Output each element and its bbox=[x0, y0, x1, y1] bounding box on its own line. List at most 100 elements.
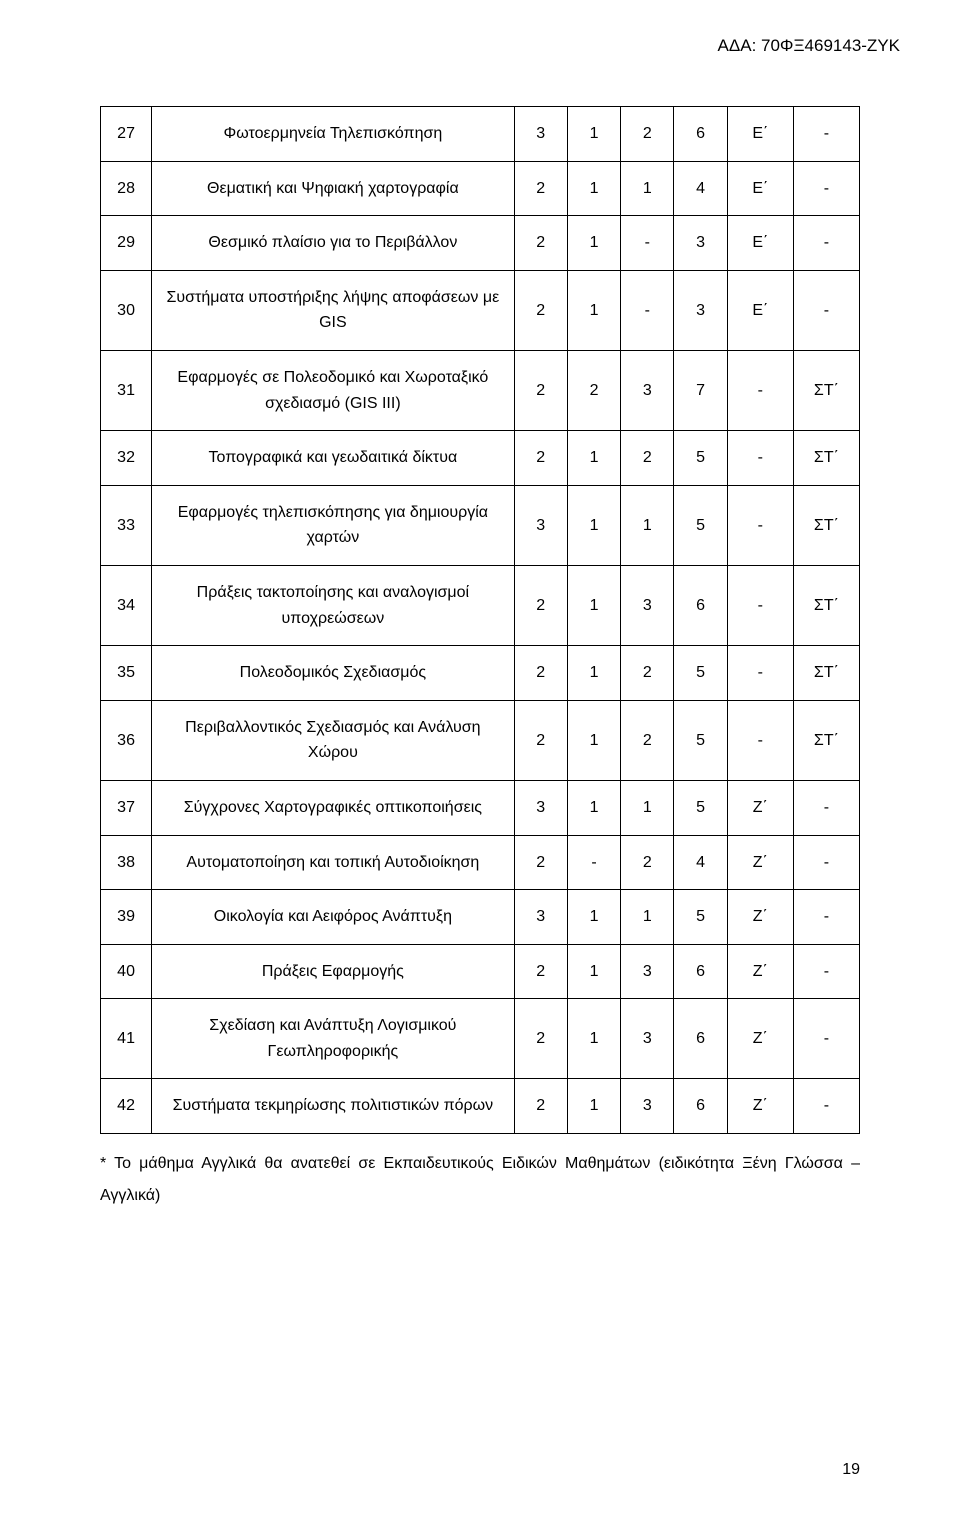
row-c6: ΣΤ΄ bbox=[793, 700, 859, 780]
row-c6: ΣΤ΄ bbox=[793, 431, 859, 486]
row-c1: 2 bbox=[514, 270, 567, 350]
row-index: 39 bbox=[101, 890, 152, 945]
row-c1: 2 bbox=[514, 431, 567, 486]
row-desc: Εφαρμογές σε Πολεοδομικό και Χωροταξικό … bbox=[152, 350, 514, 430]
table-row: 35 Πολεοδομικός Σχεδιασμός 2 1 2 5 - ΣΤ΄ bbox=[101, 646, 860, 701]
row-c3: 2 bbox=[621, 700, 674, 780]
row-c1: 2 bbox=[514, 646, 567, 701]
table-row: 37 Σύγχρονες Χαρτογραφικές οπτικοποιήσει… bbox=[101, 780, 860, 835]
row-desc: Συστήματα τεκμηρίωσης πολιτιστικών πόρων bbox=[152, 1079, 514, 1134]
row-c2: 1 bbox=[567, 1079, 620, 1134]
row-index: 38 bbox=[101, 835, 152, 890]
row-index: 32 bbox=[101, 431, 152, 486]
row-c4: 3 bbox=[674, 270, 727, 350]
row-desc: Πράξεις τακτοποίησης και αναλογισμοί υπο… bbox=[152, 565, 514, 645]
row-desc: Θεματική και Ψηφιακή χαρτογραφία bbox=[152, 161, 514, 216]
row-c3: 2 bbox=[621, 646, 674, 701]
row-c3: - bbox=[621, 216, 674, 271]
row-c6: - bbox=[793, 1079, 859, 1134]
row-index: 41 bbox=[101, 999, 152, 1079]
table-row: 40 Πράξεις Εφαρμογής 2 1 3 6 Ζ΄ - bbox=[101, 944, 860, 999]
row-c4: 6 bbox=[674, 944, 727, 999]
row-desc: Θεσμικό πλαίσιο για το Περιβάλλον bbox=[152, 216, 514, 271]
row-c2: - bbox=[567, 835, 620, 890]
row-c3: 1 bbox=[621, 890, 674, 945]
footnote-text: * Το μάθημα Αγγλικά θα ανατεθεί σε Εκπαι… bbox=[100, 1148, 860, 1212]
row-c4: 5 bbox=[674, 890, 727, 945]
row-c5: - bbox=[727, 565, 793, 645]
row-c4: 5 bbox=[674, 431, 727, 486]
row-c5: Ζ΄ bbox=[727, 999, 793, 1079]
row-index: 34 bbox=[101, 565, 152, 645]
row-c3: 3 bbox=[621, 350, 674, 430]
row-index: 27 bbox=[101, 107, 152, 162]
row-c3: 1 bbox=[621, 780, 674, 835]
row-c2: 1 bbox=[567, 485, 620, 565]
row-c6: ΣΤ΄ bbox=[793, 565, 859, 645]
row-c6: - bbox=[793, 107, 859, 162]
row-c6: ΣΤ΄ bbox=[793, 646, 859, 701]
row-c5: - bbox=[727, 431, 793, 486]
row-c6: - bbox=[793, 890, 859, 945]
row-c4: 6 bbox=[674, 565, 727, 645]
row-c1: 2 bbox=[514, 999, 567, 1079]
row-c1: 2 bbox=[514, 350, 567, 430]
row-index: 28 bbox=[101, 161, 152, 216]
row-c2: 1 bbox=[567, 700, 620, 780]
table-row: 36 Περιβαλλοντικός Σχεδιασμός και Ανάλυσ… bbox=[101, 700, 860, 780]
row-desc: Πράξεις Εφαρμογής bbox=[152, 944, 514, 999]
row-c1: 2 bbox=[514, 944, 567, 999]
row-c4: 3 bbox=[674, 216, 727, 271]
row-desc: Συστήματα υποστήριξης λήψης αποφάσεων με… bbox=[152, 270, 514, 350]
table-row: 42 Συστήματα τεκμηρίωσης πολιτιστικών πό… bbox=[101, 1079, 860, 1134]
row-c4: 5 bbox=[674, 646, 727, 701]
row-c2: 1 bbox=[567, 565, 620, 645]
row-index: 42 bbox=[101, 1079, 152, 1134]
row-c5: - bbox=[727, 700, 793, 780]
row-c4: 4 bbox=[674, 835, 727, 890]
row-c6: - bbox=[793, 216, 859, 271]
row-c5: Ζ΄ bbox=[727, 944, 793, 999]
row-c4: 6 bbox=[674, 107, 727, 162]
row-c3: 1 bbox=[621, 161, 674, 216]
table-row: 38 Αυτοματοποίηση και τοπική Αυτοδιοίκησ… bbox=[101, 835, 860, 890]
row-c6: - bbox=[793, 161, 859, 216]
row-c2: 1 bbox=[567, 431, 620, 486]
row-c2: 2 bbox=[567, 350, 620, 430]
row-c2: 1 bbox=[567, 161, 620, 216]
row-desc: Περιβαλλοντικός Σχεδιασμός και Ανάλυση Χ… bbox=[152, 700, 514, 780]
row-c1: 3 bbox=[514, 890, 567, 945]
row-c6: - bbox=[793, 270, 859, 350]
row-c1: 2 bbox=[514, 161, 567, 216]
row-index: 31 bbox=[101, 350, 152, 430]
row-c5: - bbox=[727, 646, 793, 701]
row-index: 36 bbox=[101, 700, 152, 780]
page-number: 19 bbox=[842, 1461, 860, 1479]
row-c5: Ζ΄ bbox=[727, 1079, 793, 1134]
row-desc: Αυτοματοποίηση και τοπική Αυτοδιοίκηση bbox=[152, 835, 514, 890]
row-desc: Πολεοδομικός Σχεδιασμός bbox=[152, 646, 514, 701]
row-c4: 5 bbox=[674, 700, 727, 780]
row-c5: - bbox=[727, 350, 793, 430]
row-c6: - bbox=[793, 944, 859, 999]
row-c4: 7 bbox=[674, 350, 727, 430]
row-c3: 2 bbox=[621, 835, 674, 890]
row-c4: 5 bbox=[674, 485, 727, 565]
row-c1: 2 bbox=[514, 835, 567, 890]
row-desc: Οικολογία και Αειφόρος Ανάπτυξη bbox=[152, 890, 514, 945]
row-c3: 1 bbox=[621, 485, 674, 565]
row-c3: 3 bbox=[621, 565, 674, 645]
row-c5: Ζ΄ bbox=[727, 835, 793, 890]
row-index: 37 bbox=[101, 780, 152, 835]
row-c4: 4 bbox=[674, 161, 727, 216]
row-index: 30 bbox=[101, 270, 152, 350]
row-c3: 3 bbox=[621, 1079, 674, 1134]
table-row: 34 Πράξεις τακτοποίησης και αναλογισμοί … bbox=[101, 565, 860, 645]
row-desc: Εφαρμογές τηλεπισκόπησης για δημιουργία … bbox=[152, 485, 514, 565]
table-row: 33 Εφαρμογές τηλεπισκόπησης για δημιουργ… bbox=[101, 485, 860, 565]
table-row: 39 Οικολογία και Αειφόρος Ανάπτυξη 3 1 1… bbox=[101, 890, 860, 945]
row-desc: Φωτοερμηνεία Τηλεπισκόπηση bbox=[152, 107, 514, 162]
row-c6: - bbox=[793, 780, 859, 835]
row-desc: Τοπογραφικά και γεωδαιτικά δίκτυα bbox=[152, 431, 514, 486]
row-c2: 1 bbox=[567, 944, 620, 999]
